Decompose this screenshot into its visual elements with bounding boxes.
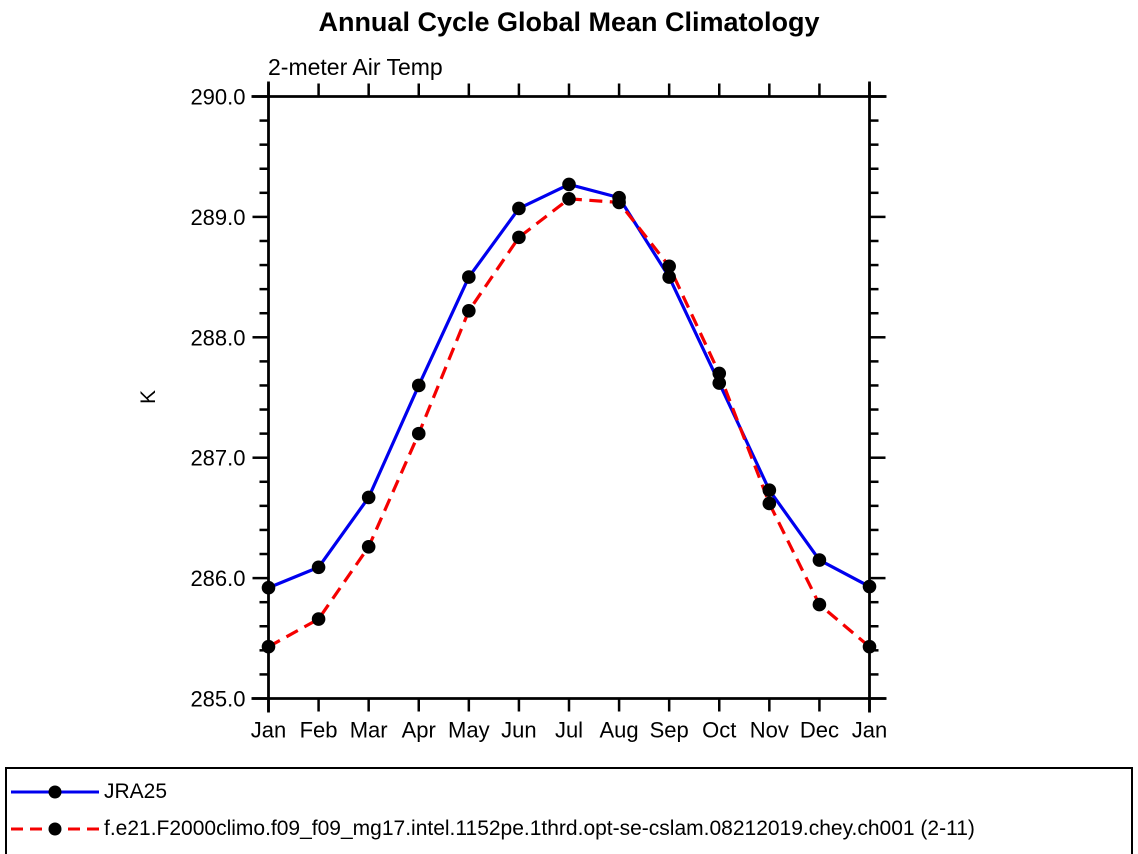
data-point-marker	[562, 177, 576, 192]
y-tick-label: 289.0	[190, 205, 245, 230]
legend-line-sample-solid	[11, 785, 99, 798]
x-tick-label: Aug	[600, 718, 639, 743]
series-lines	[261, 177, 877, 654]
data-point-marker	[612, 195, 626, 210]
y-tick-label: 285.0	[190, 687, 245, 712]
data-point-marker	[862, 579, 877, 594]
legend-item-jra25: JRA25	[9, 773, 1131, 810]
data-point-marker	[311, 612, 326, 626]
x-tick-label: Apr	[402, 718, 436, 743]
y-minor-ticks	[259, 119, 879, 676]
x-tick-label: Nov	[750, 718, 789, 743]
y-tick-label: 286.0	[190, 566, 245, 591]
data-point-marker	[662, 270, 676, 284]
data-point-marker	[862, 639, 877, 654]
month-ticks	[267, 83, 871, 712]
x-tick-label: Jul	[555, 718, 583, 743]
x-tick-label: Dec	[800, 718, 839, 743]
data-point-marker	[462, 270, 476, 284]
y-axis-label: K	[137, 390, 160, 404]
data-point-marker	[562, 192, 576, 206]
y-tick-labels: 285.0 286.0 287.0 288.0 289.0 290.0	[190, 85, 245, 712]
x-tick-label: Sep	[650, 718, 689, 743]
legend-item-model-run: f.e21.F2000climo.f09_f09_mg17.intel.1152…	[9, 810, 1131, 847]
y-major-ticks	[252, 95, 886, 700]
data-point-marker	[812, 597, 827, 612]
data-point-marker	[812, 553, 827, 567]
legend-label-model-run: f.e21.F2000climo.f09_f09_mg17.intel.1152…	[104, 816, 975, 840]
data-point-marker	[361, 490, 376, 505]
series-line-model-run	[267, 197, 871, 649]
data-point-marker	[762, 483, 777, 498]
chart-title: Annual Cycle Global Mean Climatology	[318, 7, 819, 37]
data-point-marker	[411, 426, 426, 441]
x-tick-label: Jan	[852, 718, 887, 743]
x-tick-label: May	[448, 718, 490, 743]
axes: 285.0 286.0 287.0 288.0 289.0 290.0 Jan Feb Mar A…	[190, 81, 887, 743]
legend-line-sample-dashed	[11, 822, 99, 835]
data-point-marker	[261, 580, 276, 595]
data-point-marker	[762, 496, 777, 511]
data-point-marker	[712, 376, 727, 390]
legend: JRA25 f.e21.F2000climo.f09_f09_mg17.inte…	[5, 767, 1133, 854]
x-tick-label: Jan	[251, 718, 286, 743]
data-point-marker	[361, 539, 376, 554]
x-tick-labels: Jan Feb Mar Apr May Jun Jul Aug Sep Oct Nov Dec Jan	[251, 718, 887, 743]
data-point-marker	[311, 560, 326, 575]
data-point-marker	[662, 259, 676, 274]
data-point-marker	[712, 366, 727, 381]
x-tick-label: Oct	[702, 718, 736, 743]
axis-frame	[251, 81, 887, 713]
data-point-marker	[462, 304, 476, 318]
chart-subtitle: 2-meter Air Temp	[268, 54, 443, 80]
legend-marker-dot-icon	[48, 822, 62, 835]
legend-label-jra25: JRA25	[104, 779, 168, 803]
x-tick-label: Feb	[300, 718, 338, 743]
legend-marker-dot-icon	[48, 785, 62, 798]
y-tick-label: 288.0	[190, 325, 245, 350]
y-tick-label: 290.0	[190, 85, 245, 110]
x-tick-label: Jun	[501, 718, 536, 743]
data-point-marker	[261, 639, 276, 654]
data-point-marker	[512, 201, 526, 216]
x-tick-label: Mar	[350, 718, 388, 743]
y-tick-label: 287.0	[190, 446, 245, 471]
data-point-marker	[512, 230, 526, 245]
data-point-marker	[411, 378, 426, 393]
chart-svg: Annual Cycle Global Mean Climatology 2-m…	[137, 7, 887, 743]
